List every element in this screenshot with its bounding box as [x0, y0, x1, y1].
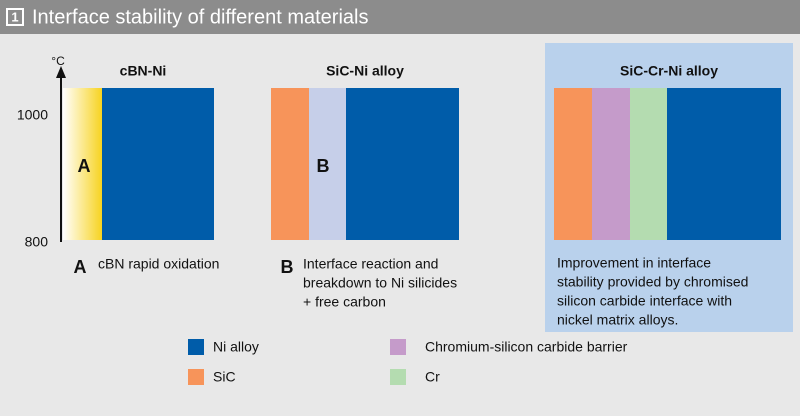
axis-tick: 800	[25, 234, 49, 250]
caption-line: breakdown to Ni silicides	[303, 275, 457, 291]
sic-layer	[271, 88, 310, 240]
panel-title: SiC-Ni alloy	[326, 63, 404, 79]
caption-line: cBN rapid oxidation	[98, 256, 219, 272]
silicide-layer	[309, 88, 347, 240]
legend-swatch	[188, 369, 204, 385]
legend-label: Chromium-silicon carbide barrier	[425, 339, 628, 355]
axis-tick: 1000	[17, 107, 48, 123]
caption-line: silicon carbide interface with	[557, 293, 732, 309]
legend-swatch	[390, 369, 406, 385]
legend-swatch	[390, 339, 406, 355]
caption-line: + free carbon	[303, 294, 386, 310]
panel-label: B	[317, 156, 330, 176]
caption-line: Improvement in interface	[557, 255, 711, 271]
barrier-layer	[592, 88, 631, 240]
ni-alloy	[102, 88, 214, 240]
caption-line: Interface reaction and	[303, 256, 438, 272]
panel-title: SiC-Cr-Ni alloy	[620, 63, 718, 79]
legend-swatch	[188, 339, 204, 355]
header-bar	[0, 0, 800, 34]
ni-alloy	[346, 88, 459, 240]
legend-label: Cr	[425, 369, 440, 385]
caption-marker: A	[74, 257, 87, 277]
header-number-box	[6, 8, 24, 26]
caption: cBN rapid oxidation	[98, 256, 219, 272]
caption-line: nickel matrix alloys.	[557, 312, 678, 328]
axis-arrow	[56, 66, 66, 78]
header-title: Interface stability of different materia…	[32, 6, 368, 28]
oxidation-layer	[63, 88, 103, 240]
sic-layer	[554, 88, 593, 240]
caption-line: stability provided by chromised	[557, 274, 748, 290]
caption-marker: B	[281, 257, 294, 277]
ni-alloy	[667, 88, 781, 240]
header-number: 1	[11, 9, 18, 24]
caption: Improvement in interface stability provid…	[557, 255, 748, 328]
caption: Interface reaction and breakdown to Ni si…	[303, 256, 457, 310]
panel-title: cBN-Ni	[120, 63, 167, 79]
cr-layer	[630, 88, 668, 240]
axis-unit: °C	[51, 54, 65, 68]
panel-label: A	[78, 156, 91, 176]
legend-label: SiC	[213, 369, 236, 385]
legend-label: Ni alloy	[213, 339, 259, 355]
